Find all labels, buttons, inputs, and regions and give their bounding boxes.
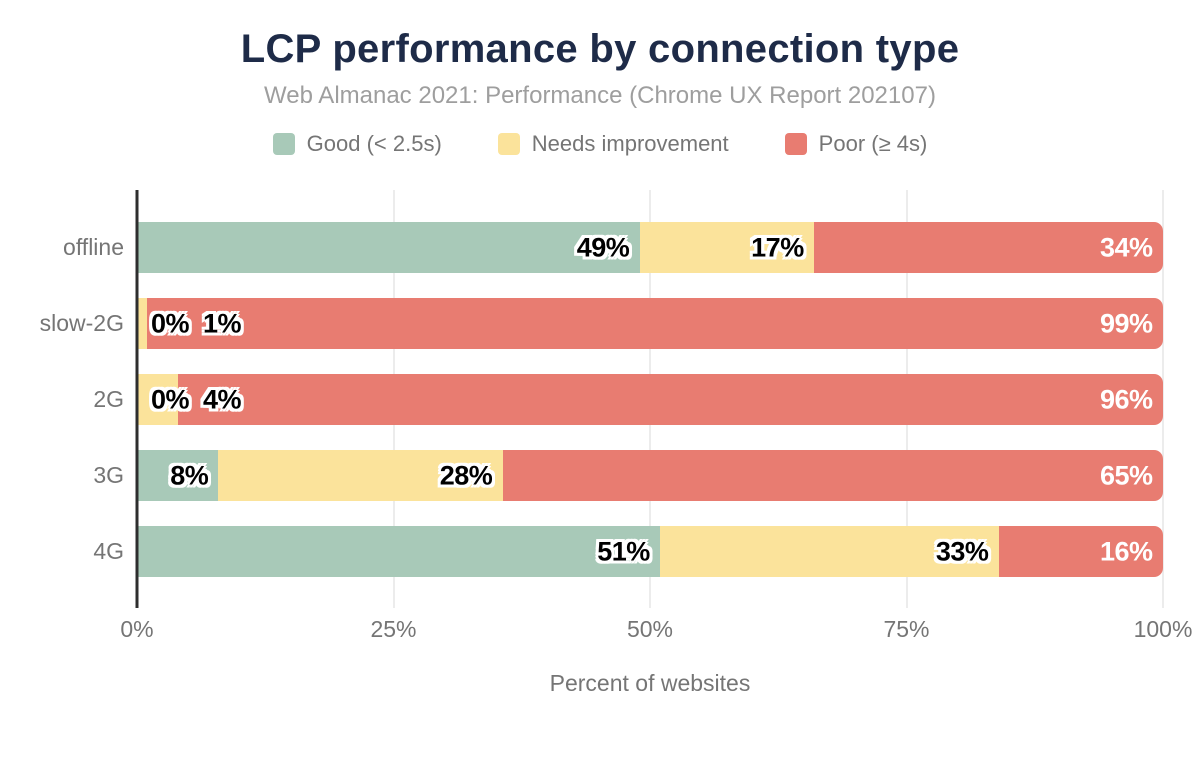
legend-item-needs-improvement: Needs improvement	[497, 130, 729, 157]
bar-value-label: 34%	[1100, 232, 1153, 263]
bar-value-label: 16%	[1100, 536, 1153, 567]
plot-area: offline 49% 17% 34% slow-2G 0% 1% 99% 2G 0% 4% 96% 3…	[40, 189, 1164, 608]
bar-track: 8% 28% 65%	[137, 450, 1163, 502]
bar-value-label: 65%	[1100, 460, 1153, 491]
bar-segment-good-2-5s	[137, 526, 661, 578]
bar-segment-needs-improvement	[137, 298, 148, 350]
bar-segment-poor-4s	[178, 374, 1163, 426]
bar-value-label: 1%	[203, 308, 242, 339]
chart-subtitle: Web Almanac 2021: Performance (Chrome UX…	[264, 82, 936, 109]
chart-title: LCP performance by connection type	[240, 27, 960, 71]
x-tick-label: 50%	[626, 615, 674, 642]
bar-row-offline: offline 49% 17% 34%	[63, 210, 1163, 286]
bar-segment-poor-4s	[147, 298, 1163, 350]
bar-row-3g: 3G 8% 28% 65%	[93, 438, 1163, 514]
bar-value-label: 0%	[151, 308, 190, 339]
y-category-label: 2G	[93, 386, 124, 413]
bar-value-label: 49%	[576, 232, 630, 263]
bar-segment-good-2-5s	[137, 222, 640, 274]
bar-value-label: 17%	[751, 232, 804, 263]
bar-segment-needs-improvement	[137, 374, 179, 426]
y-axis-line	[135, 189, 139, 608]
legend-label: Needs improvement	[531, 130, 729, 156]
legend: Good (< 2.5s) Needs improvement Poor (≥ 4s…	[0, 131, 1200, 157]
y-category-label: offline	[63, 234, 124, 261]
legend-label: Good (< 2.5s)	[306, 130, 442, 156]
legend-swatch-icon	[497, 132, 520, 155]
x-tick-label: 0%	[120, 615, 154, 642]
bar-row-slow-2g: slow-2G 0% 1% 99%	[40, 286, 1163, 362]
bar-segment-poor-4s	[502, 450, 1163, 502]
bar-segment-needs-improvement	[218, 450, 503, 502]
legend-label: Poor (≥ 4s)	[818, 130, 928, 156]
bar-value-label: 99%	[1100, 308, 1153, 339]
bar-row-4g: 4G 51% 33% 16%	[93, 514, 1163, 590]
x-axis-label: Percent of websites	[549, 669, 751, 696]
bar-segment-needs-improvement	[660, 526, 999, 578]
y-category-label: slow-2G	[39, 310, 124, 337]
y-category-label: 3G	[93, 462, 124, 489]
bar-track: 51% 33% 16%	[137, 526, 1163, 578]
x-tick-label: 25%	[370, 615, 417, 642]
legend-swatch-icon	[272, 132, 295, 155]
chart-figure: LCP performance by connection type Web A…	[0, 26, 1200, 768]
bar-value-label: 28%	[439, 460, 493, 491]
x-tick-label: 100%	[1133, 615, 1193, 642]
bar-value-label: 0%	[151, 384, 190, 415]
legend-item-poor-4s: Poor (≥ 4s)	[784, 130, 928, 157]
legend-swatch-icon	[784, 132, 807, 155]
gridline	[1162, 189, 1164, 608]
bar-value-label: 96%	[1100, 384, 1153, 415]
x-axis-ticks: 0% 25% 50% 75% 100%	[120, 608, 1192, 648]
bar-track: 0% 4% 96%	[137, 374, 1163, 426]
legend-item-good-2-5s: Good (< 2.5s)	[272, 130, 442, 157]
plot: offline 49% 17% 34% slow-2G 0% 1% 99% 2G 0% 4% 96% 3…	[40, 189, 1192, 697]
bar-row-2g: 2G 0% 4% 96%	[93, 362, 1163, 438]
bar-segment-poor-4s	[998, 526, 1163, 578]
bar-segment-poor-4s	[814, 222, 1163, 274]
bar-value-label: 51%	[597, 536, 650, 567]
bar-value-label: 8%	[170, 460, 209, 491]
bar-value-label: 4%	[203, 384, 242, 415]
bar-track: 49% 17% 34%	[137, 222, 1163, 274]
bar-track: 0% 1% 99%	[137, 298, 1163, 350]
bar-segment-good-2-5s	[137, 450, 219, 502]
y-category-label: 4G	[93, 538, 124, 565]
bar-segment-needs-improvement	[639, 222, 815, 274]
bar-value-label: 33%	[935, 536, 989, 567]
x-tick-label: 75%	[883, 615, 930, 642]
